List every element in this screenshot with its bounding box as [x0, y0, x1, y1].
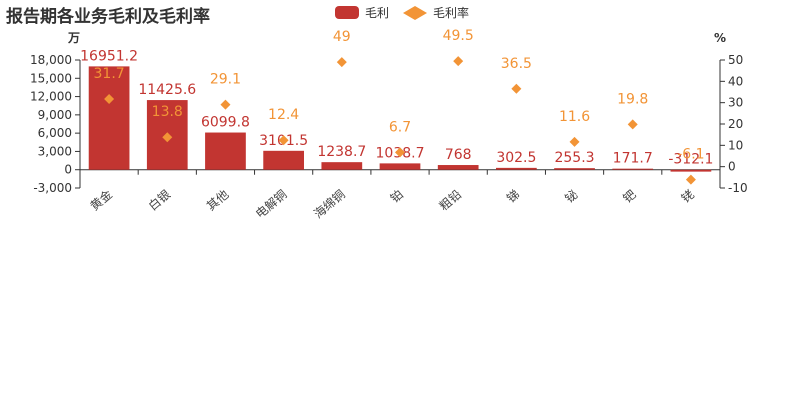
- rate-marker: [685, 174, 696, 185]
- rate-marker: [278, 135, 289, 146]
- right-axis-tick-label: 10: [728, 138, 743, 152]
- category-label: 铑: [679, 187, 697, 205]
- bar-value-label: 171.7: [613, 151, 653, 167]
- category-label: 钯: [620, 187, 638, 205]
- rate-value-label: 29.1: [210, 72, 241, 88]
- chart-title: 报告期各业务毛利及毛利率: [6, 7, 210, 27]
- left-axis-tick-label: 3,000: [38, 144, 72, 158]
- rate-value-label: 11.6: [559, 109, 590, 125]
- category-label: 铂: [387, 187, 406, 206]
- bar-value-label: 255.3: [554, 150, 594, 166]
- right-axis-tick-label: 50: [728, 53, 743, 67]
- rate-value-label: 19.8: [617, 91, 648, 107]
- bar-gross-profit: [612, 168, 654, 170]
- bar-value-label: 16951.2: [80, 48, 138, 64]
- legend-label-gross-margin: 毛利率: [433, 6, 470, 20]
- bar-gross-profit: [88, 66, 130, 170]
- left-axis-tick-label: 18,000: [30, 53, 72, 67]
- bar-gross-profit: [205, 132, 246, 170]
- rate-value-label: 12.4: [268, 107, 299, 123]
- legend-item-gross-profit[interactable]: 毛利: [335, 4, 389, 21]
- rate-marker: [453, 56, 464, 67]
- rate-marker: [220, 99, 231, 110]
- legend-diamond-icon: [403, 5, 428, 20]
- left-axis-tick-label: 15,000: [30, 71, 72, 85]
- rate-value-label: 13.8: [152, 104, 183, 120]
- rate-marker: [569, 136, 580, 147]
- rate-marker: [162, 132, 173, 143]
- rate-value-label: -6.1: [677, 147, 704, 163]
- rate-value-label: 49.5: [443, 28, 474, 44]
- rate-value-label: 6.7: [389, 119, 411, 135]
- bar-value-label: 768: [445, 147, 472, 163]
- bar-gross-profit: [437, 165, 479, 170]
- left-axis-tick-label: 12,000: [30, 90, 72, 104]
- rate-value-label: 49: [333, 29, 351, 45]
- left-axis-unit: 万: [67, 31, 80, 45]
- category-label: 黄金: [87, 187, 115, 214]
- legend-bar-swatch: [335, 6, 359, 19]
- rate-marker: [627, 119, 638, 130]
- bar-value-label: 6099.8: [201, 115, 250, 131]
- rate-marker: [511, 83, 522, 94]
- legend-label-gross-profit: 毛利: [365, 6, 390, 20]
- rate-value-label: 36.5: [501, 56, 532, 72]
- right-axis-tick-label: 30: [728, 96, 743, 110]
- bar-value-label: 11425.6: [138, 82, 196, 98]
- bar-gross-profit: [670, 169, 712, 172]
- bar-gross-profit: [379, 163, 421, 170]
- right-axis-tick-label: 0: [728, 160, 736, 174]
- rate-marker: [395, 147, 405, 158]
- rate-value-label: 31.7: [94, 66, 125, 82]
- legend: 毛利 毛利率: [335, 4, 483, 21]
- right-axis-unit: %: [714, 31, 726, 45]
- bar-value-label: 302.5: [496, 150, 536, 166]
- right-axis-tick-label: -10: [728, 181, 748, 195]
- category-label: 粗铅: [437, 187, 464, 213]
- left-axis-tick-label: 0: [64, 163, 72, 177]
- category-label: 锑: [504, 187, 522, 205]
- bar-gross-profit: [496, 167, 537, 170]
- bar-gross-profit: [263, 150, 304, 170]
- bar-value-label: 1238.7: [317, 144, 366, 160]
- right-axis-tick-label: 20: [728, 117, 743, 131]
- rate-marker: [336, 57, 347, 68]
- category-label: 其他: [204, 187, 231, 213]
- category-label: 海绵铜: [311, 187, 348, 222]
- left-axis-tick-label: 9,000: [38, 108, 72, 122]
- category-label: 电解铜: [252, 187, 289, 222]
- right-axis-tick-label: 40: [728, 74, 743, 88]
- rate-marker: [104, 94, 115, 105]
- left-axis-tick-label: -3,000: [33, 181, 72, 195]
- legend-item-gross-margin[interactable]: 毛利率: [403, 4, 469, 21]
- bar-value-label: -312.1: [668, 152, 713, 168]
- category-label: 白银: [145, 187, 173, 214]
- bar-gross-profit: [321, 162, 363, 170]
- bar-gross-profit: [554, 168, 595, 170]
- left-axis-tick-label: 6,000: [38, 126, 72, 140]
- category-label: 铋: [562, 187, 581, 206]
